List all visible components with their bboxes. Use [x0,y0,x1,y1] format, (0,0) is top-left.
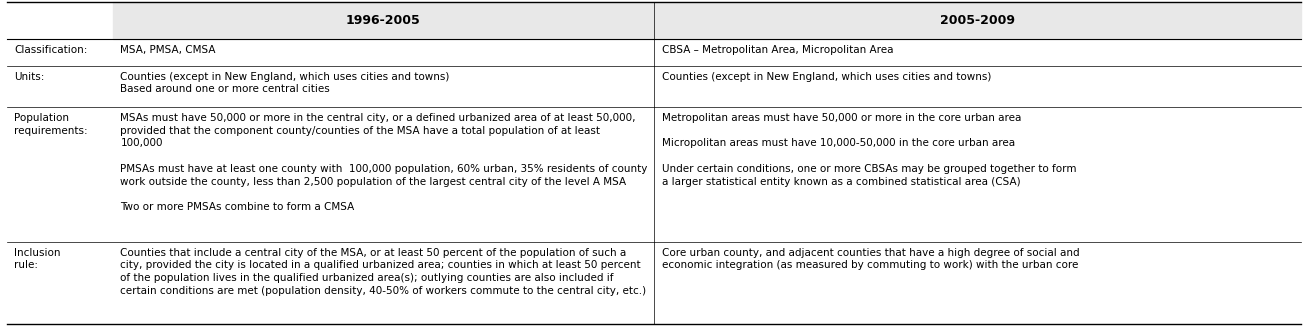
Text: CBSA – Metropolitan Area, Micropolitan Area: CBSA – Metropolitan Area, Micropolitan A… [662,45,893,54]
Bar [112,2,654,39]
Text: Inclusion
rule:: Inclusion rule: [14,248,60,271]
Text: Counties (except in New England, which uses cities and towns)
Based around one o: Counties (except in New England, which u… [120,71,450,94]
Text: Classification:: Classification: [14,45,88,54]
Text: 2005-2009: 2005-2009 [940,14,1015,27]
Text: Counties (except in New England, which uses cities and towns): Counties (except in New England, which u… [662,71,991,82]
Bar [654,2,1301,39]
Text: Metropolitan areas must have 50,000 or more in the core urban area

Micropolitan: Metropolitan areas must have 50,000 or m… [662,113,1076,187]
Text: Core urban county, and adjacent counties that have a high degree of social and
e: Core urban county, and adjacent counties… [662,248,1079,271]
Text: 1996-2005: 1996-2005 [347,14,421,27]
Text: Population
requirements:: Population requirements: [14,113,88,136]
Text: MSA, PMSA, CMSA: MSA, PMSA, CMSA [120,45,216,54]
Text: Counties that include a central city of the MSA, or at least 50 percent of the p: Counties that include a central city of … [120,248,646,296]
Text: Units:: Units: [14,71,44,82]
Text: MSAs must have 50,000 or more in the central city, or a defined urbanized area o: MSAs must have 50,000 or more in the cen… [120,113,647,212]
